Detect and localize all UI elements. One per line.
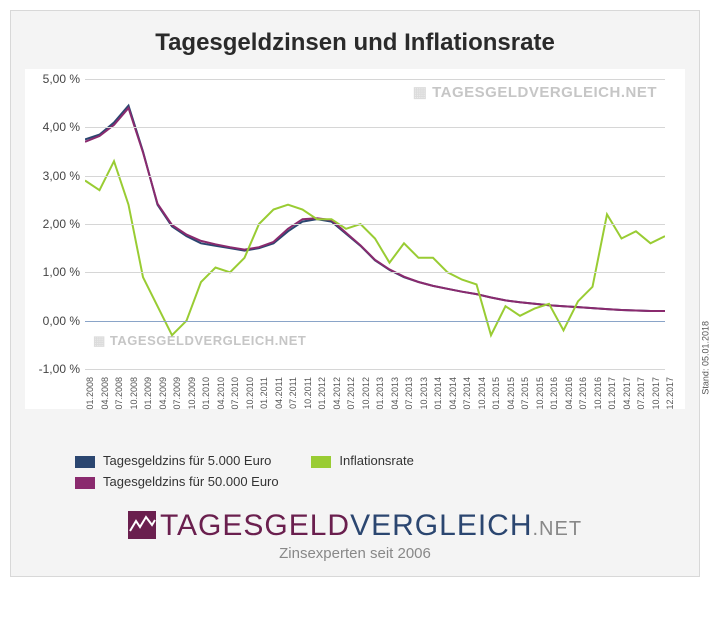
plot-area: ▦ TAGESGELDVERGLEICH.NET ▦ TAGESGELDVERG… [25, 69, 685, 409]
legend-item: Tagesgeldzins für 5.000 Euro [75, 453, 271, 468]
x-tick-label: 10.2010 [245, 377, 255, 410]
chart-title: Tagesgeldzinsen und Inflationsrate [17, 29, 693, 57]
x-tick-label: 04.2015 [506, 377, 516, 410]
x-tick-label: 12.2017 [665, 377, 675, 410]
series-line [85, 108, 665, 311]
y-tick-label: 2,00 % [25, 217, 80, 231]
series-line [85, 106, 665, 311]
x-tick-label: 10.2016 [593, 377, 603, 410]
x-tick-label: 10.2013 [419, 377, 429, 410]
x-tick-label: 07.2012 [346, 377, 356, 410]
x-tick-label: 07.2009 [172, 377, 182, 410]
x-tick-label: 07.2017 [636, 377, 646, 410]
series-line [85, 161, 665, 335]
x-tick-label: 10.2014 [477, 377, 487, 410]
x-tick-label: 10.2008 [129, 377, 139, 410]
chart-card: Tagesgeldzinsen und Inflationsrate ▦ TAG… [10, 10, 700, 577]
x-tick-label: 07.2013 [404, 377, 414, 410]
brand-subtitle: Zinsexperten seit 2006 [17, 545, 693, 562]
x-tick-label: 04.2013 [390, 377, 400, 410]
x-tick-label: 01.2013 [375, 377, 385, 410]
x-tick-label: 01.2017 [607, 377, 617, 410]
y-tick-label: 0,00 % [25, 314, 80, 328]
x-tick-label: 10.2011 [303, 377, 313, 409]
logo-icon [128, 511, 156, 539]
x-tick-label: 01.2009 [143, 377, 153, 410]
y-tick-label: -1,00 % [25, 362, 80, 376]
x-axis-labels: 01.2008 04.2008 07.2008 10.2008 01.2009 04.20… [85, 373, 665, 413]
x-tick-label: 04.2016 [564, 377, 574, 410]
x-tick-label: 07.2015 [520, 377, 530, 410]
side-note: Stand: 05.01.2018 [701, 321, 710, 395]
x-tick-label: 04.2017 [622, 377, 632, 410]
legend-item: Tagesgeldzins für 50.000 Euro [75, 474, 279, 489]
x-tick-label: 10.2009 [187, 377, 197, 410]
x-tick-label: 07.2010 [230, 377, 240, 410]
x-tick-label: 10.2015 [535, 377, 545, 410]
x-tick-label: 01.2008 [85, 377, 95, 410]
y-tick-label: 5,00 % [25, 72, 80, 86]
brand-logo: TAGESGELDVERGLEICH.NET [17, 509, 693, 543]
x-tick-label: 01.2010 [201, 377, 211, 410]
x-tick-label: 10.2017 [651, 377, 661, 410]
legend-item: Inflationsrate [311, 453, 413, 468]
x-tick-label: 04.2010 [216, 377, 226, 410]
x-tick-label: 01.2014 [433, 377, 443, 410]
legend: Tagesgeldzins für 5.000 Euro Inflationsr… [75, 453, 635, 489]
x-tick-label: 04.2012 [332, 377, 342, 410]
x-tick-label: 04.2011 [274, 377, 284, 409]
x-tick-label: 01.2016 [549, 377, 559, 410]
x-tick-label: 01.2012 [317, 377, 327, 410]
y-tick-label: 4,00 % [25, 120, 80, 134]
x-tick-label: 04.2009 [158, 377, 168, 410]
x-tick-label: 01.2011 [259, 377, 269, 409]
x-tick-label: 07.2008 [114, 377, 124, 410]
x-tick-label: 01.2015 [491, 377, 501, 410]
footer: TAGESGELDVERGLEICH.NET Zinsexperten seit… [17, 509, 693, 562]
x-tick-label: 10.2012 [361, 377, 371, 410]
x-tick-label: 07.2011 [288, 377, 298, 409]
x-tick-label: 04.2008 [100, 377, 110, 410]
y-tick-label: 1,00 % [25, 265, 80, 279]
x-tick-label: 07.2014 [462, 377, 472, 410]
x-tick-label: 04.2014 [448, 377, 458, 410]
x-tick-label: 07.2016 [578, 377, 588, 410]
y-tick-label: 3,00 % [25, 169, 80, 183]
